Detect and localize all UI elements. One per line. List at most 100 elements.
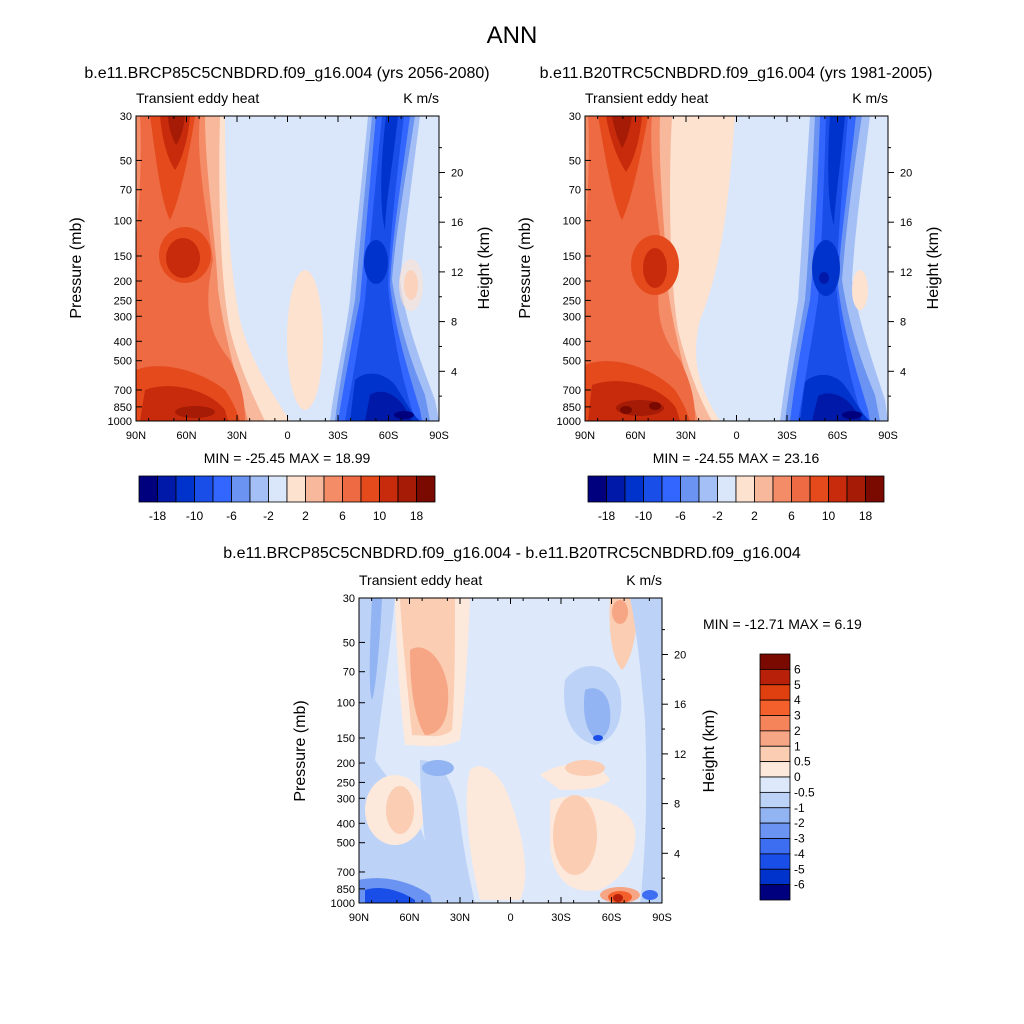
- y-tick-label: 400: [563, 336, 581, 348]
- colorbar-swatch: [643, 475, 663, 503]
- x-tick-label: 90N: [575, 430, 595, 442]
- colorbar-label: 18: [410, 509, 424, 523]
- colorbar-label: -10: [186, 509, 204, 523]
- y-tick-label: 850: [563, 402, 581, 414]
- y-tick-label: 850: [337, 884, 355, 896]
- colorbar-swatch: [846, 475, 866, 503]
- x-tick-label: 0: [507, 912, 513, 924]
- panel-title: b.e11.BRCP85C5CNBDRD.f09_g16.004 (yrs 20…: [84, 65, 489, 82]
- y-tick-label: 100: [337, 698, 355, 710]
- x-tick-label: 90S: [429, 430, 449, 442]
- x-tick-label: 90S: [652, 912, 672, 924]
- colorbar-swatch: [759, 745, 791, 763]
- colorbar-swatch: [759, 776, 791, 793]
- y-tick-label: 200: [563, 276, 581, 288]
- y-tick-label: 150: [563, 251, 581, 263]
- y-tick-label: 200: [114, 276, 132, 288]
- colorbar-swatch: [342, 475, 362, 503]
- panel-future: b.e11.BRCP85C5CNBDRD.f09_g16.004 (yrs 20…: [68, 65, 493, 523]
- colorbar-swatch: [759, 761, 791, 778]
- colorbar-swatch: [305, 475, 325, 503]
- colorbar-label: -2: [712, 509, 723, 523]
- colorbar-swatch: [379, 475, 399, 503]
- height-tick-label: 20: [900, 167, 912, 179]
- y-tick-label: 50: [569, 155, 581, 167]
- colorbar-label: -6: [226, 509, 237, 523]
- panel-units: K m/s: [403, 90, 439, 106]
- contour-field: [359, 598, 662, 903]
- y-axis-label: Pressure (mb): [68, 217, 85, 318]
- y-tick-label: 300: [563, 311, 581, 323]
- colorbar-swatch: [828, 475, 848, 503]
- colorbar: -18 -10 -6 -2 2 6 10 18: [138, 475, 436, 523]
- colorbar-swatch: [606, 475, 626, 503]
- colorbar-label: 10: [373, 509, 387, 523]
- colorbar-swatch: [759, 853, 791, 870]
- colorbar-label: -4: [794, 847, 805, 861]
- panel-subtitle-left: Transient eddy heat: [359, 572, 482, 588]
- stats-text: MIN = -24.55 MAX = 23.16: [653, 450, 820, 466]
- colorbar-label: -5: [794, 862, 805, 876]
- panel-subtitle-left: Transient eddy heat: [136, 90, 259, 106]
- y-tick-label: 200: [337, 758, 355, 770]
- colorbar-swatch: [323, 475, 343, 503]
- colorbar-swatch: [397, 475, 417, 503]
- colorbar-swatch: [416, 475, 436, 503]
- height-tick-label: 4: [674, 848, 680, 860]
- x-tick-label: 60S: [379, 430, 399, 442]
- y-tick-label: 30: [569, 111, 581, 123]
- y-tick-label: 30: [343, 593, 355, 605]
- colorbar-swatch: [735, 475, 755, 503]
- y-tick-label: 70: [343, 667, 355, 679]
- colorbar-swatch: [759, 730, 791, 747]
- contour-field: [585, 116, 888, 421]
- colorbar-swatch: [624, 475, 644, 503]
- height-tick-label: 4: [900, 366, 906, 378]
- colorbar-swatch: [759, 699, 791, 716]
- height-tick-label: 20: [674, 649, 686, 661]
- colorbar-swatch: [157, 475, 177, 503]
- y-tick-label: 1000: [331, 898, 355, 910]
- colorbar-swatch: [759, 807, 791, 824]
- y-tick-label: 70: [120, 185, 132, 197]
- axes: 90N 60N 30N 0 30S 60S 90S 30 50 70 100 150 200 250 300…: [108, 111, 464, 442]
- y-axis-label-right: Height (km): [925, 227, 942, 310]
- x-tick-label: 60N: [625, 430, 645, 442]
- colorbar: 6 54 321 0.50-0.5 -1-2 -3-4-5 -6: [759, 653, 815, 901]
- colorbar-swatch: [754, 475, 774, 503]
- colorbar-label: -6: [794, 878, 805, 892]
- x-tick-label: 90N: [126, 430, 146, 442]
- y-axis-label: Pressure (mb): [292, 700, 309, 801]
- colorbar-label: 6: [794, 662, 801, 676]
- colorbar-swatch: [759, 791, 791, 809]
- colorbar-swatch: [759, 684, 791, 701]
- colorbar-swatch: [759, 884, 791, 901]
- colorbar-label: -2: [794, 816, 805, 830]
- y-tick-label: 100: [114, 216, 132, 228]
- stats-text: MIN = -12.71 MAX = 6.19: [703, 616, 862, 632]
- panel-difference: b.e11.BRCP85C5CNBDRD.f09_g16.004 - b.e11…: [223, 545, 862, 924]
- colorbar-swatch: [138, 475, 158, 503]
- colorbar-label: 2: [794, 724, 801, 738]
- height-tick-label: 4: [451, 366, 457, 378]
- y-tick-label: 100: [563, 216, 581, 228]
- y-axis-label-right: Height (km): [476, 227, 493, 310]
- colorbar-swatch: [661, 475, 681, 503]
- panel-subtitle-left: Transient eddy heat: [585, 90, 708, 106]
- height-tick-label: 8: [900, 317, 906, 329]
- x-tick-label: 30S: [777, 430, 797, 442]
- colorbar-swatch: [587, 475, 607, 503]
- colorbar-swatch: [759, 822, 791, 839]
- y-tick-label: 300: [114, 311, 132, 323]
- colorbar-label: -6: [675, 509, 686, 523]
- x-tick-label: 0: [284, 430, 290, 442]
- x-tick-label: 60S: [828, 430, 848, 442]
- y-tick-label: 50: [120, 155, 132, 167]
- colorbar-label: 0: [794, 770, 801, 784]
- colorbar-label: 3: [794, 709, 801, 723]
- colorbar-label: 18: [859, 509, 873, 523]
- height-tick-label: 8: [674, 799, 680, 811]
- x-tick-label: 30N: [676, 430, 696, 442]
- y-tick-label: 150: [337, 733, 355, 745]
